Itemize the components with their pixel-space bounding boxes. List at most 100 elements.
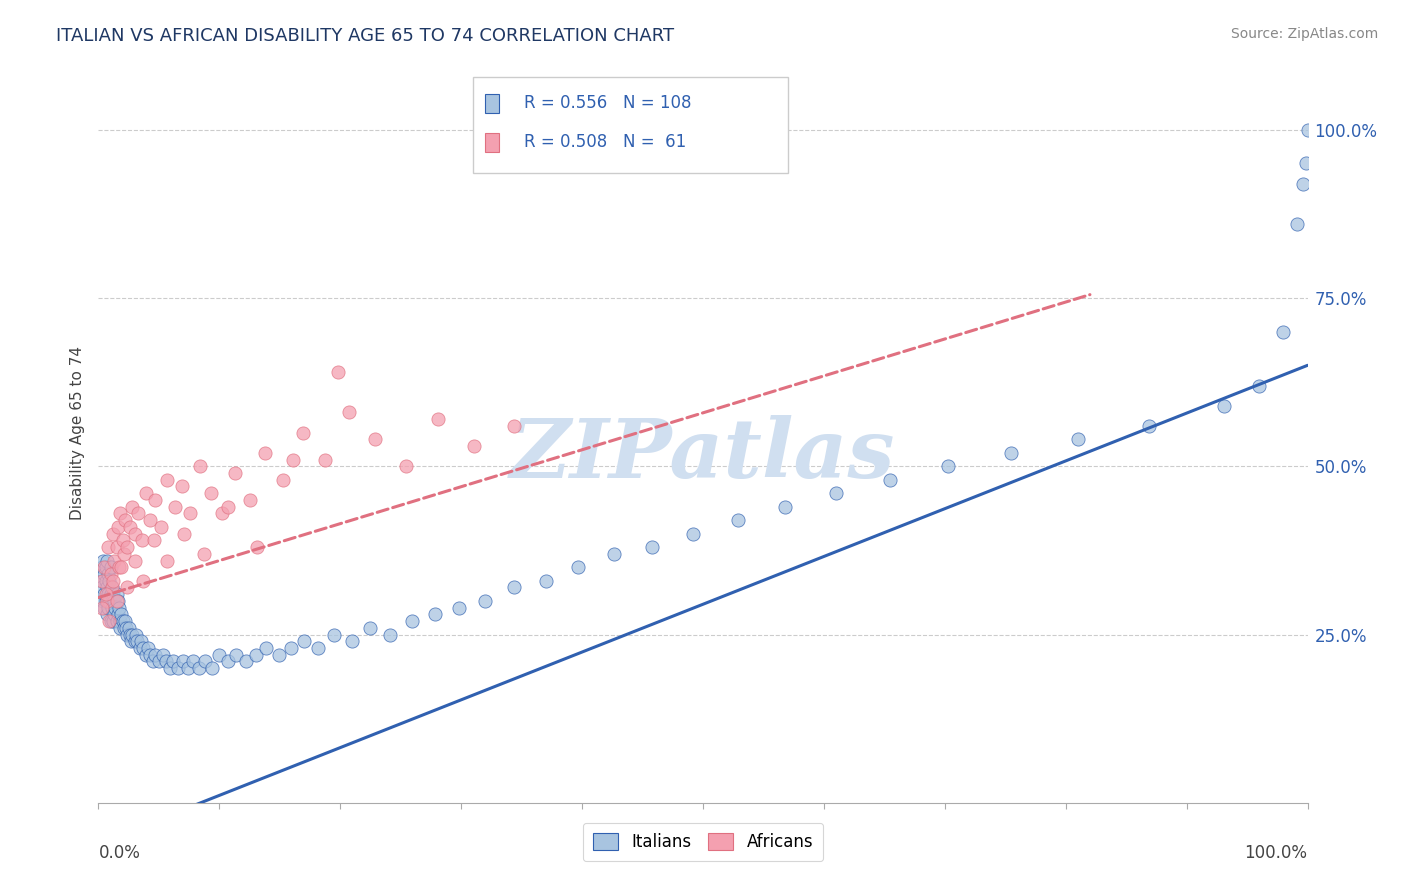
Point: [447, 600, 470, 615]
Point: [104, 600, 127, 615]
Point: [239, 492, 262, 507]
Point: [110, 607, 132, 622]
Point: [193, 547, 215, 561]
Point: [773, 500, 796, 514]
Point: [105, 594, 128, 608]
Point: [101, 574, 124, 588]
Point: [503, 418, 526, 433]
Point: [256, 640, 278, 655]
Point: [107, 594, 129, 608]
Point: [879, 473, 901, 487]
Text: ZIPatlas: ZIPatlas: [510, 415, 896, 495]
Point: [245, 648, 267, 662]
Point: [100, 614, 122, 628]
Point: [112, 547, 135, 561]
Point: [159, 661, 181, 675]
Point: [139, 648, 162, 662]
Text: ITALIAN VS AFRICAN DISABILITY AGE 65 TO 74 CORRELATION CHART: ITALIAN VS AFRICAN DISABILITY AGE 65 TO …: [56, 27, 675, 45]
Point: [108, 614, 131, 628]
Point: [98, 594, 121, 608]
Point: [211, 507, 233, 521]
Point: [1295, 156, 1317, 170]
Point: [117, 581, 139, 595]
Point: [125, 627, 148, 641]
Point: [124, 553, 146, 567]
Point: [173, 526, 195, 541]
Point: [208, 648, 231, 662]
Point: [273, 473, 295, 487]
Point: [427, 412, 450, 426]
Point: [118, 627, 141, 641]
Point: [170, 479, 193, 493]
Point: [105, 614, 128, 628]
Point: [1272, 325, 1295, 339]
Text: Source: ZipAtlas.com: Source: ZipAtlas.com: [1230, 27, 1378, 41]
Point: [111, 614, 134, 628]
Point: [727, 513, 749, 527]
Point: [364, 433, 387, 447]
Point: [114, 513, 136, 527]
Point: [91, 553, 114, 567]
Point: [94, 560, 117, 574]
Point: [156, 473, 179, 487]
Point: [132, 574, 155, 588]
Point: [96, 607, 118, 622]
Point: [152, 648, 174, 662]
Point: [100, 581, 122, 595]
Point: [224, 466, 246, 480]
Point: [401, 614, 423, 628]
Point: [97, 587, 120, 601]
Point: [292, 634, 315, 648]
Point: [100, 566, 122, 581]
Point: [326, 365, 349, 379]
Point: [100, 560, 122, 574]
Point: [93, 587, 115, 601]
Point: [201, 661, 224, 675]
Point: [105, 587, 128, 601]
Point: [1285, 217, 1308, 231]
Point: [254, 446, 277, 460]
Legend: Italians, Africans: Italians, Africans: [583, 823, 823, 861]
Point: [97, 540, 120, 554]
Point: [217, 655, 239, 669]
Point: [136, 640, 159, 655]
Point: [825, 486, 848, 500]
Point: [423, 607, 446, 622]
Point: [101, 614, 124, 628]
Point: [314, 452, 336, 467]
Point: [1067, 433, 1090, 447]
Point: [127, 507, 149, 521]
Point: [120, 634, 142, 648]
Point: [139, 513, 162, 527]
Point: [155, 655, 177, 669]
Point: [98, 574, 121, 588]
Point: [1137, 418, 1160, 433]
Point: [91, 574, 114, 588]
Point: [135, 648, 157, 662]
Point: [217, 500, 239, 514]
Point: [246, 540, 269, 554]
Point: [200, 486, 222, 500]
Point: [115, 621, 138, 635]
Point: [682, 526, 704, 541]
Point: [337, 405, 360, 419]
Point: [503, 581, 526, 595]
Point: [172, 655, 194, 669]
Point: [1249, 378, 1271, 392]
Point: [394, 459, 416, 474]
Point: [97, 600, 120, 615]
Point: [105, 540, 128, 554]
Point: [1000, 446, 1022, 460]
Y-axis label: Disability Age 65 to 74: Disability Age 65 to 74: [69, 345, 84, 520]
Point: [96, 594, 118, 608]
Point: [117, 627, 139, 641]
Point: [323, 627, 346, 641]
Point: [94, 574, 117, 588]
Point: [181, 655, 204, 669]
Point: [235, 655, 257, 669]
Point: [131, 533, 153, 548]
Point: [162, 655, 184, 669]
Point: [291, 425, 314, 440]
Point: [127, 634, 149, 648]
Point: [163, 500, 186, 514]
